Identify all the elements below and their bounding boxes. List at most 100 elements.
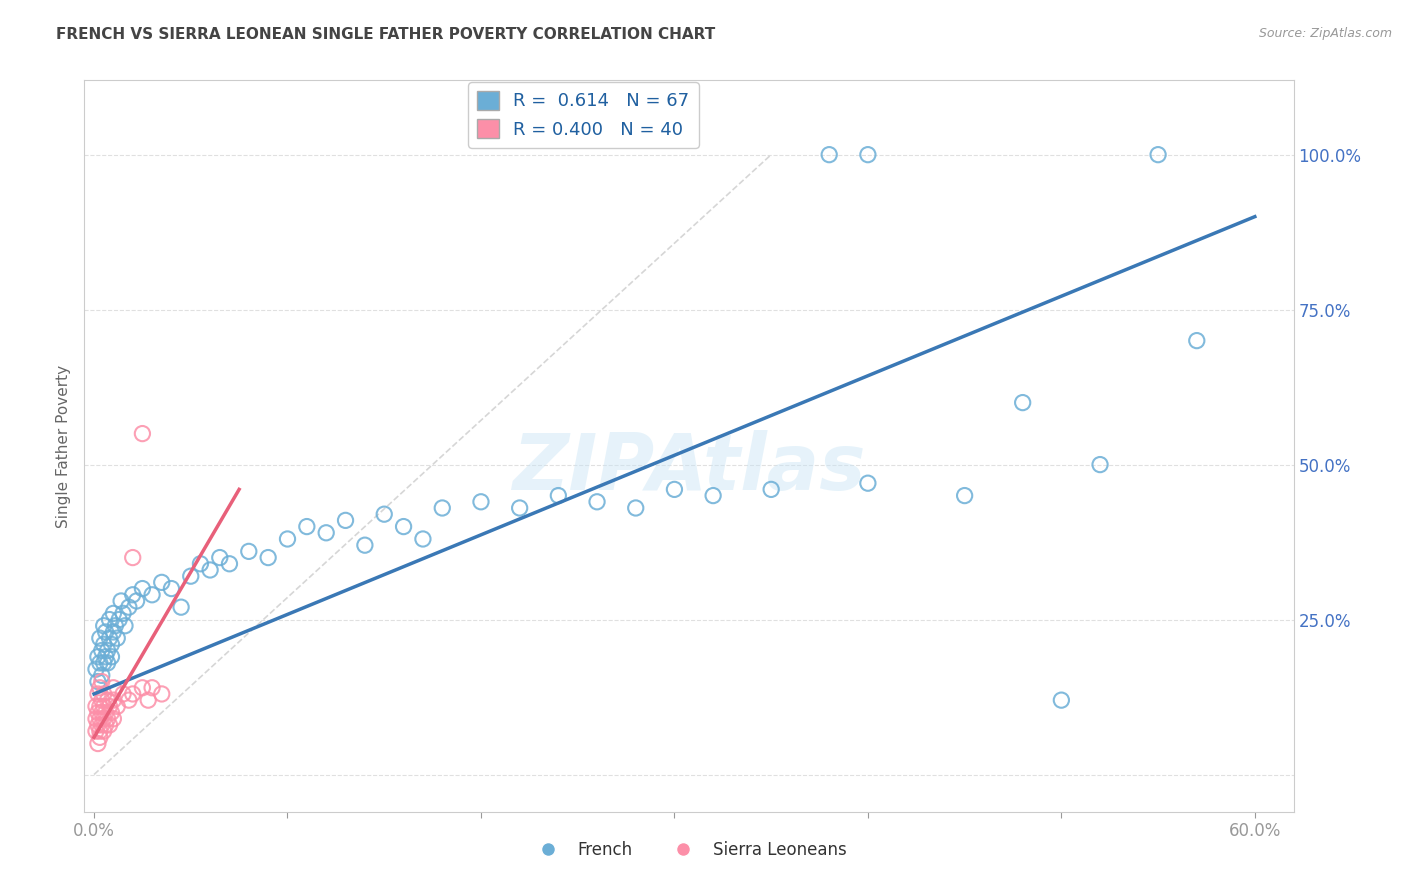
Point xyxy=(87,718,110,732)
Point xyxy=(90,693,112,707)
Point xyxy=(104,619,127,633)
Point xyxy=(97,643,120,657)
Point xyxy=(818,147,841,161)
Point xyxy=(257,550,280,565)
Point xyxy=(953,489,976,503)
Point xyxy=(702,489,724,503)
Point xyxy=(624,500,647,515)
Point xyxy=(90,643,112,657)
Point xyxy=(114,619,136,633)
Point xyxy=(89,712,111,726)
Point xyxy=(89,631,111,645)
Point xyxy=(98,699,121,714)
Point xyxy=(87,737,110,751)
Point xyxy=(103,712,125,726)
Point xyxy=(105,631,128,645)
Point xyxy=(93,699,115,714)
Point xyxy=(547,489,569,503)
Point xyxy=(84,712,107,726)
Point xyxy=(93,656,115,670)
Point xyxy=(131,681,153,695)
Point xyxy=(89,656,111,670)
Point xyxy=(373,507,395,521)
Point xyxy=(276,532,298,546)
Point xyxy=(87,649,110,664)
Point xyxy=(94,649,117,664)
Y-axis label: Single Father Poverty: Single Father Poverty xyxy=(56,365,72,527)
Point xyxy=(118,693,141,707)
Point xyxy=(131,426,153,441)
Point xyxy=(112,687,135,701)
Point xyxy=(121,550,143,565)
Point xyxy=(218,557,240,571)
Point xyxy=(87,706,110,720)
Point xyxy=(90,674,112,689)
Point xyxy=(1011,395,1033,409)
Point xyxy=(335,513,357,527)
Point xyxy=(89,699,111,714)
Point xyxy=(509,500,531,515)
Point xyxy=(125,594,148,608)
Point xyxy=(94,624,117,639)
Point xyxy=(121,588,143,602)
Point xyxy=(103,624,125,639)
Point xyxy=(198,563,221,577)
Point xyxy=(87,674,110,689)
Point xyxy=(93,724,115,739)
Point xyxy=(94,718,117,732)
Point xyxy=(432,500,454,515)
Point xyxy=(94,706,117,720)
Point xyxy=(97,656,120,670)
Point xyxy=(141,681,163,695)
Point xyxy=(108,613,131,627)
Point xyxy=(90,706,112,720)
Point xyxy=(354,538,377,552)
Point xyxy=(664,483,686,497)
Point xyxy=(112,607,135,621)
Point xyxy=(856,476,879,491)
Point xyxy=(90,718,112,732)
Point xyxy=(103,607,125,621)
Point xyxy=(100,637,122,651)
Point xyxy=(105,699,128,714)
Point xyxy=(89,731,111,745)
Point xyxy=(93,712,115,726)
Point xyxy=(295,519,318,533)
Point xyxy=(84,662,107,676)
Point xyxy=(84,699,107,714)
Point xyxy=(118,600,141,615)
Point xyxy=(586,495,609,509)
Point xyxy=(121,687,143,701)
Point xyxy=(93,619,115,633)
Point xyxy=(208,550,231,565)
Point xyxy=(412,532,434,546)
Point xyxy=(392,519,415,533)
Point xyxy=(190,557,212,571)
Text: FRENCH VS SIERRA LEONEAN SINGLE FATHER POVERTY CORRELATION CHART: FRENCH VS SIERRA LEONEAN SINGLE FATHER P… xyxy=(56,27,716,42)
Text: Source: ZipAtlas.com: Source: ZipAtlas.com xyxy=(1258,27,1392,40)
Point xyxy=(98,718,121,732)
Point xyxy=(856,147,879,161)
Point xyxy=(315,525,337,540)
Point xyxy=(93,687,115,701)
Point xyxy=(170,600,193,615)
Point xyxy=(131,582,153,596)
Point xyxy=(100,706,122,720)
Point xyxy=(84,724,107,739)
Point xyxy=(89,681,111,695)
Point xyxy=(160,582,183,596)
Point xyxy=(110,594,132,608)
Point xyxy=(97,712,120,726)
Point xyxy=(180,569,202,583)
Point xyxy=(136,693,159,707)
Point xyxy=(90,668,112,682)
Point xyxy=(97,693,120,707)
Point xyxy=(759,483,782,497)
Point xyxy=(103,681,125,695)
Point xyxy=(98,613,121,627)
Point xyxy=(98,631,121,645)
Point xyxy=(103,693,125,707)
Legend: French, Sierra Leoneans: French, Sierra Leoneans xyxy=(524,834,853,865)
Point xyxy=(1185,334,1208,348)
Point xyxy=(238,544,260,558)
